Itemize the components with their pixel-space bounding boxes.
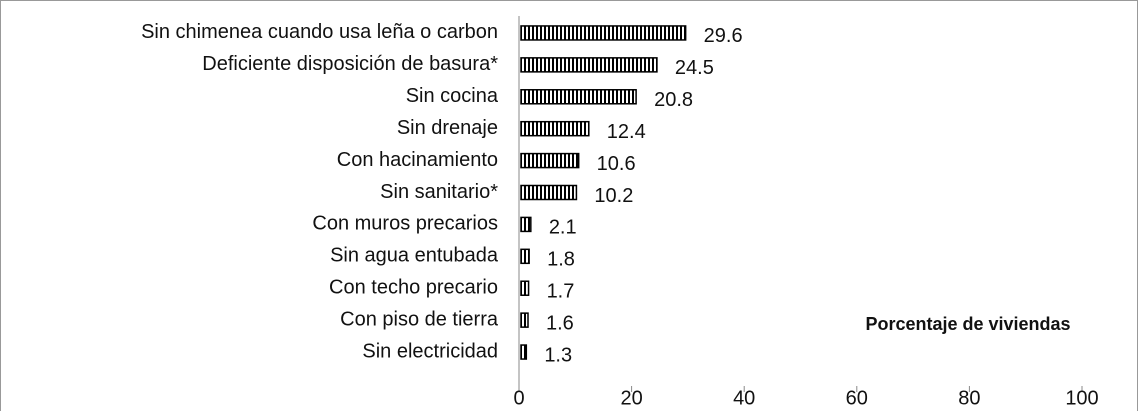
value-label: 1.6 bbox=[546, 312, 574, 334]
value-label: 1.8 bbox=[547, 249, 575, 271]
y-tick-label: Sin drenaje bbox=[397, 117, 498, 139]
bar bbox=[520, 89, 637, 105]
value-label: 29.6 bbox=[704, 25, 743, 47]
y-tick-label: Sin sanitario* bbox=[380, 181, 498, 203]
x-tick-label: 0 bbox=[513, 387, 524, 409]
x-tick-label: 80 bbox=[958, 387, 980, 409]
bar bbox=[520, 312, 529, 328]
y-tick-label: Deficiente disposición de basura* bbox=[202, 53, 498, 75]
value-label: 2.1 bbox=[549, 217, 577, 239]
bar bbox=[520, 184, 578, 201]
y-tick-label: Con piso de tierra bbox=[340, 308, 499, 330]
y-tick-label: Con hacinamiento bbox=[337, 149, 498, 171]
bar bbox=[520, 216, 532, 233]
bar bbox=[520, 152, 580, 169]
y-tick-label: Sin chimenea cuando usa leña o carbon bbox=[141, 21, 498, 43]
bar bbox=[520, 248, 530, 265]
bar bbox=[520, 25, 687, 41]
x-axis-label: Porcentaje de viviendas bbox=[865, 314, 1070, 334]
y-tick-label: Con muros precarios bbox=[312, 213, 498, 235]
bar bbox=[520, 120, 590, 137]
x-tick-label: 20 bbox=[620, 387, 642, 409]
value-label: 1.3 bbox=[544, 344, 572, 366]
bar bbox=[520, 280, 530, 296]
x-tick-label: 60 bbox=[846, 387, 868, 409]
value-label: 10.2 bbox=[594, 185, 633, 207]
y-tick-label: Sin agua entubada bbox=[330, 245, 499, 267]
x-tick-label: 40 bbox=[733, 387, 755, 409]
y-tick-label: Sin cocina bbox=[406, 85, 499, 107]
value-label: 12.4 bbox=[607, 121, 646, 143]
y-tick-label: Con techo precario bbox=[329, 277, 498, 299]
value-label: 1.7 bbox=[547, 281, 575, 303]
bar bbox=[520, 57, 658, 73]
bar bbox=[520, 344, 528, 360]
y-tick-label: Sin electricidad bbox=[362, 340, 498, 362]
value-label: 10.6 bbox=[597, 153, 636, 175]
x-tick-label: 100 bbox=[1065, 387, 1098, 409]
value-label: 20.8 bbox=[654, 89, 693, 111]
value-label: 24.5 bbox=[675, 57, 714, 79]
